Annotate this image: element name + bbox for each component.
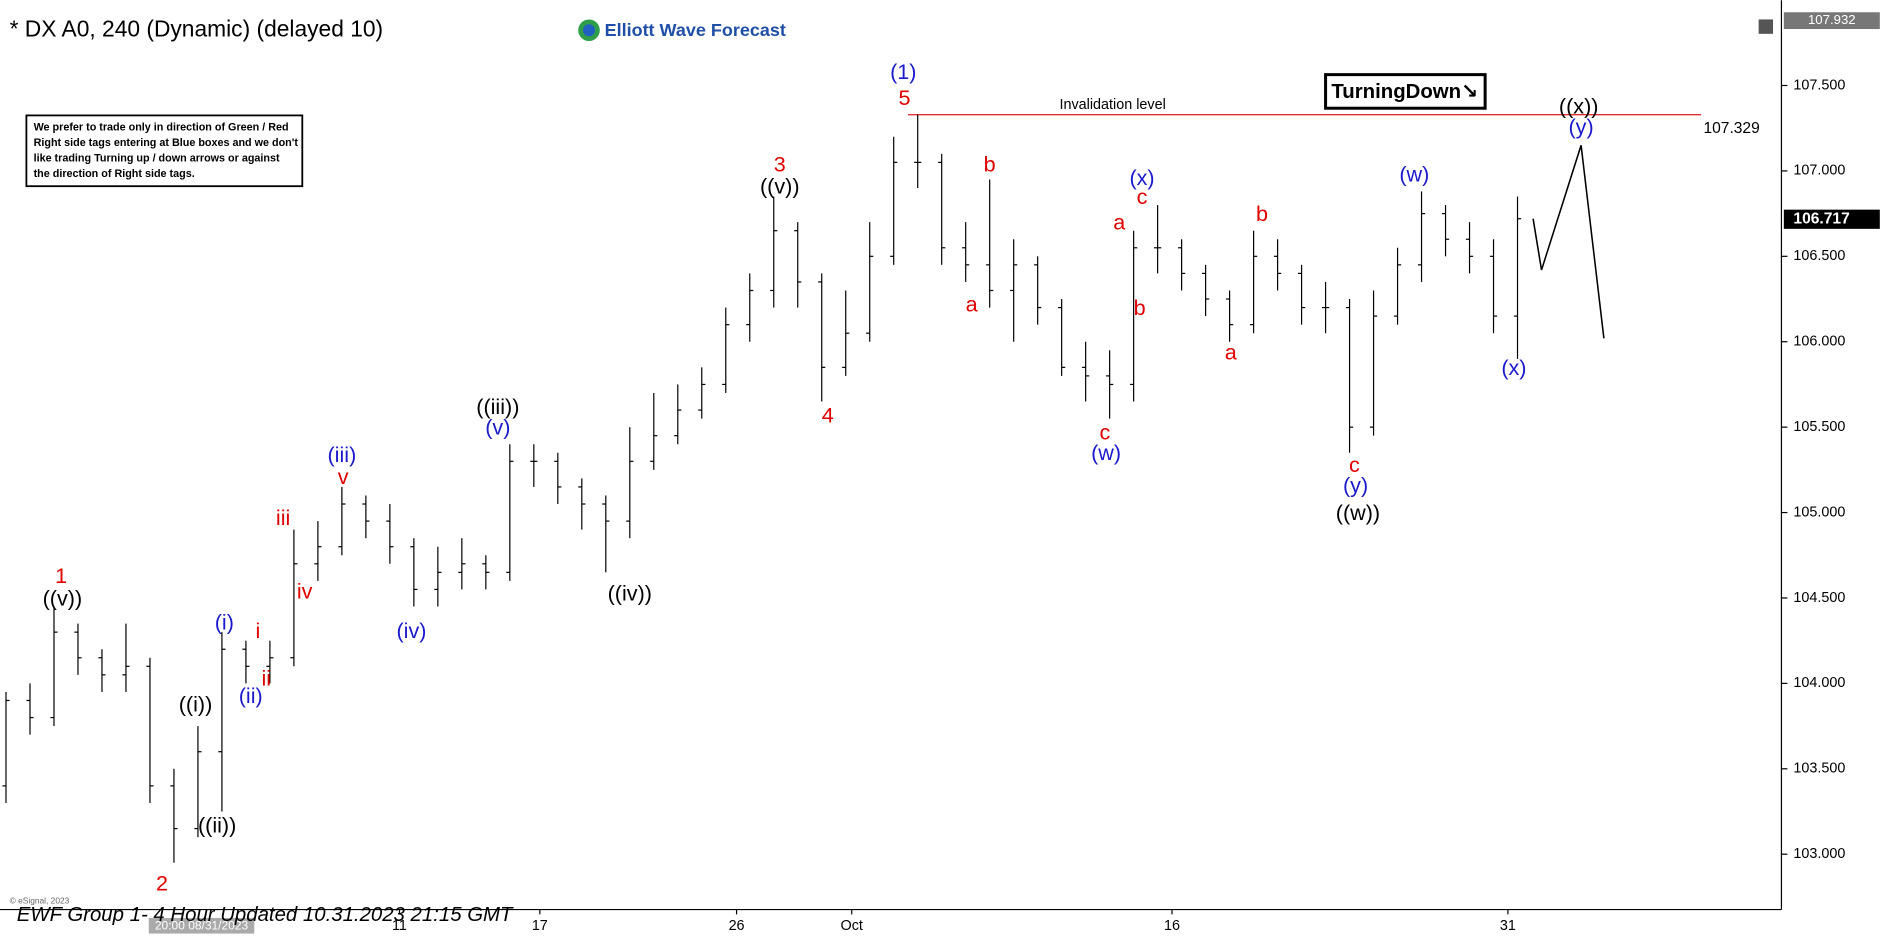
wave-label: ((iii)) (476, 394, 519, 419)
wave-label: i (256, 618, 261, 643)
wave-label: (x) (1501, 355, 1526, 380)
note-line: Right side tags entering at Blue boxes a… (34, 137, 299, 149)
wave-label: (iii) (328, 442, 357, 467)
x-tick-label: Oct (841, 918, 863, 934)
wave-label: ((v)) (43, 585, 83, 610)
wave-label: (w) (1091, 440, 1121, 465)
wave-label: a (966, 292, 978, 317)
y-tick-label: 103.000 (1793, 846, 1845, 862)
wave-label: 1 (55, 563, 67, 588)
signal-box (1324, 73, 1487, 110)
x-tick-label: 16 (1164, 918, 1180, 934)
wave-label: ((w)) (1336, 500, 1380, 525)
last-price-box (1783, 209, 1880, 229)
footer: EWF Group 1- 4 Hour Updated 10.31.2023 2… (17, 904, 514, 926)
wave-label: 4 (822, 403, 834, 428)
wave-label: c (1349, 452, 1360, 477)
y-tick-label: 105.500 (1793, 419, 1845, 435)
wave-label: b (984, 151, 996, 176)
wave-label: (y) (1569, 114, 1594, 139)
wave-label: ((i)) (179, 691, 213, 716)
y-tick-label: 104.000 (1793, 675, 1845, 691)
logo-icon-inner (583, 24, 596, 37)
wave-label: b (1256, 201, 1268, 226)
x-tick-label: 26 (729, 918, 745, 934)
copyright: © eSignal, 2023 (10, 895, 70, 905)
cursor-date: 20:00 08/31/2023 (155, 919, 249, 933)
wave-label: a (1225, 339, 1237, 364)
wave-label: 2 (156, 871, 168, 896)
x-tick-label: 31 (1500, 918, 1516, 934)
note-line: like trading Turning up / down arrows or… (34, 152, 280, 164)
wave-label: (ii) (239, 683, 263, 708)
wave-label: ((iv)) (608, 580, 652, 605)
y-tick-label: 106.000 (1793, 334, 1845, 350)
wave-label: (y) (1343, 473, 1368, 498)
wave-label: v (338, 464, 349, 489)
wave-label: iv (297, 579, 313, 604)
last-price-label: 106.717 (1793, 210, 1849, 227)
wave-label: (v) (485, 415, 510, 440)
projection-path (1532, 145, 1605, 339)
wave-label: b (1134, 295, 1146, 320)
axis-high-box (1783, 12, 1880, 30)
logo: Elliott Wave Forecast (578, 19, 786, 42)
invalidation-text: Invalidation level (1059, 97, 1165, 113)
signal-text: TurningDown↘ (1331, 81, 1478, 103)
x-tick-label: 11 (392, 918, 407, 934)
wave-label: c (1099, 420, 1110, 445)
wave-label: (1) (890, 59, 916, 84)
axis-high-label: 107.932 (1808, 12, 1856, 27)
wave-label: ((x)) (1559, 93, 1599, 118)
wave-label: ii (262, 666, 272, 691)
wave-label: 3 (774, 151, 786, 176)
y-tick-label: 105.000 (1793, 504, 1845, 520)
wave-label: iii (276, 505, 290, 530)
y-tick-label: 103.500 (1793, 761, 1845, 777)
wave-label: ((ii)) (198, 813, 236, 838)
wave-label: (iv) (396, 618, 426, 643)
note-text: We prefer to trade only in direction of … (34, 121, 299, 180)
y-tick-label: 107.500 (1793, 77, 1845, 93)
invalidation-value: 107.329 (1703, 120, 1759, 137)
y-tick-label: 106.500 (1793, 248, 1845, 264)
note-line: We prefer to trade only in direction of … (34, 121, 289, 133)
wave-label: 5 (899, 85, 911, 110)
y-tick-label: 104.500 (1793, 590, 1845, 606)
note-line: the direction of Right side tags. (34, 168, 195, 180)
wave-label: (i) (215, 609, 234, 634)
wave-label: a (1113, 210, 1125, 235)
cursor-date-box (148, 917, 255, 934)
logo-text: Elliott Wave Forecast (605, 20, 786, 40)
panel-icon (1758, 19, 1774, 34)
wave-label: (w) (1399, 162, 1429, 187)
y-tick-label: 107.000 (1793, 163, 1845, 179)
chart-title: * DX A0, 240 (Dynamic) (delayed 10) (10, 15, 384, 41)
note-box (25, 114, 304, 188)
wave-label: (x) (1129, 165, 1154, 190)
x-tick-label: 17 (532, 918, 548, 934)
wave-label: c (1137, 184, 1148, 209)
wave-label: ((v)) (760, 174, 800, 199)
